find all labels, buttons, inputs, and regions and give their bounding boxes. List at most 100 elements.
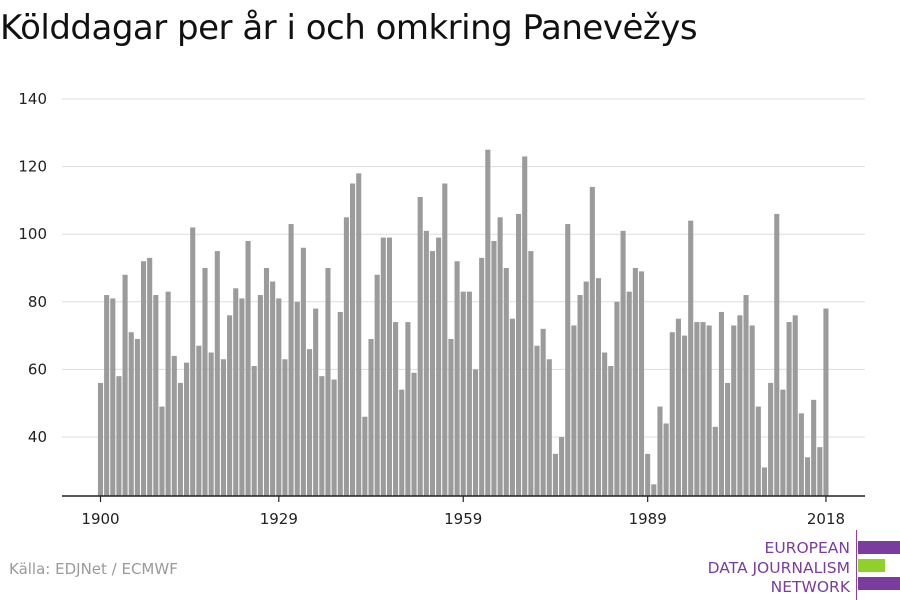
bar-1959[interactable]	[460, 291, 466, 496]
bar-1973[interactable]	[546, 359, 552, 496]
bar-1978[interactable]	[577, 295, 583, 496]
bar-1910[interactable]	[159, 406, 165, 496]
bar-1907[interactable]	[140, 261, 147, 496]
bar-1981[interactable]	[595, 278, 602, 496]
bar-1914[interactable]	[184, 362, 190, 496]
bar-1909[interactable]	[153, 295, 159, 496]
bar-1960[interactable]	[466, 291, 472, 496]
bar-1987[interactable]	[632, 268, 638, 496]
bar-2011[interactable]	[780, 389, 786, 496]
bar-1945[interactable]	[374, 274, 380, 496]
bar-1985[interactable]	[620, 230, 626, 496]
bar-1916[interactable]	[196, 345, 202, 496]
bar-1941[interactable]	[350, 183, 356, 497]
bar-1927[interactable]	[263, 268, 270, 496]
bar-1992[interactable]	[663, 423, 669, 496]
bar-1986[interactable]	[626, 291, 632, 496]
bar-1919[interactable]	[214, 251, 220, 496]
bar-2015[interactable]	[804, 457, 811, 496]
bar-1953[interactable]	[423, 230, 429, 496]
bar-1948[interactable]	[393, 322, 399, 496]
edjnet-logo[interactable]: EUROPEAN DATA JOURNALISM NETWORK	[700, 530, 900, 600]
bar-1926[interactable]	[257, 295, 263, 496]
bar-1902[interactable]	[110, 298, 116, 496]
bar-1901[interactable]	[104, 295, 110, 496]
bar-1904[interactable]	[122, 274, 128, 496]
bar-1993[interactable]	[669, 332, 675, 496]
bar-1990[interactable]	[651, 484, 657, 496]
bar-1944[interactable]	[368, 338, 374, 496]
bar-1998[interactable]	[700, 322, 706, 496]
bar-1980[interactable]	[589, 186, 595, 496]
bar-1939[interactable]	[337, 311, 343, 496]
bar-2000[interactable]	[712, 426, 718, 496]
bar-1967[interactable]	[509, 318, 515, 496]
bar-1962[interactable]	[479, 257, 485, 496]
bar-1903[interactable]	[116, 376, 122, 496]
bar-2001[interactable]	[718, 311, 724, 496]
bar-1989[interactable]	[645, 453, 651, 496]
bar-1906[interactable]	[134, 338, 140, 496]
bar-1933[interactable]	[300, 247, 306, 496]
bar-1932[interactable]	[294, 301, 300, 496]
bar-1950[interactable]	[405, 322, 411, 496]
bar-2003[interactable]	[731, 325, 737, 496]
bar-2010[interactable]	[774, 213, 780, 497]
bar-1925[interactable]	[251, 366, 257, 496]
bar-1929[interactable]	[276, 298, 282, 496]
bar-1956[interactable]	[442, 183, 448, 497]
bar-1930[interactable]	[282, 359, 288, 496]
bar-1977[interactable]	[571, 325, 577, 496]
bar-1951[interactable]	[411, 372, 417, 496]
bar-1957[interactable]	[448, 338, 454, 496]
bar-1971[interactable]	[534, 345, 540, 496]
bar-1964[interactable]	[491, 240, 497, 496]
bar-2009[interactable]	[768, 382, 774, 496]
bar-1958[interactable]	[454, 261, 460, 496]
bar-1938[interactable]	[331, 379, 337, 496]
bar-1923[interactable]	[239, 298, 245, 496]
bar-1991[interactable]	[657, 406, 663, 496]
bar-1979[interactable]	[583, 281, 589, 496]
bar-1905[interactable]	[128, 332, 134, 496]
bar-1937[interactable]	[325, 268, 331, 496]
bar-1915[interactable]	[190, 227, 196, 496]
bar-1996[interactable]	[688, 220, 694, 496]
bar-1921[interactable]	[227, 315, 233, 496]
bar-1952[interactable]	[417, 197, 423, 496]
bar-1994[interactable]	[675, 318, 681, 496]
bar-1999[interactable]	[706, 325, 712, 496]
bar-2007[interactable]	[755, 406, 761, 496]
bar-1946[interactable]	[380, 237, 386, 496]
bar-1949[interactable]	[399, 389, 405, 496]
bar-2005[interactable]	[743, 295, 749, 496]
bar-1972[interactable]	[540, 328, 546, 496]
bar-2006[interactable]	[749, 325, 755, 496]
bar-1935[interactable]	[313, 308, 319, 496]
bar-2004[interactable]	[737, 315, 743, 496]
bar-1961[interactable]	[472, 369, 479, 496]
bar-1908[interactable]	[147, 257, 153, 496]
bar-1968[interactable]	[516, 213, 522, 497]
bar-1943[interactable]	[362, 416, 368, 496]
bar-1955[interactable]	[436, 237, 442, 496]
bar-1965[interactable]	[497, 217, 503, 497]
bar-1984[interactable]	[614, 301, 620, 496]
bar-1983[interactable]	[608, 366, 614, 496]
bar-1947[interactable]	[386, 237, 393, 496]
bar-2008[interactable]	[761, 467, 768, 496]
bar-1970[interactable]	[528, 251, 534, 496]
bar-1924[interactable]	[245, 240, 251, 496]
bar-2014[interactable]	[798, 413, 804, 496]
bar-2013[interactable]	[792, 315, 798, 496]
bar-1900[interactable]	[97, 382, 104, 496]
bar-1928[interactable]	[270, 281, 276, 496]
bar-1976[interactable]	[565, 224, 571, 496]
bar-1911[interactable]	[165, 291, 171, 496]
bar-2002[interactable]	[725, 382, 731, 496]
bar-1969[interactable]	[522, 156, 528, 496]
bar-1936[interactable]	[319, 376, 325, 496]
bar-1982[interactable]	[602, 352, 608, 497]
bar-1912[interactable]	[171, 355, 177, 496]
bar-1934[interactable]	[306, 349, 313, 496]
